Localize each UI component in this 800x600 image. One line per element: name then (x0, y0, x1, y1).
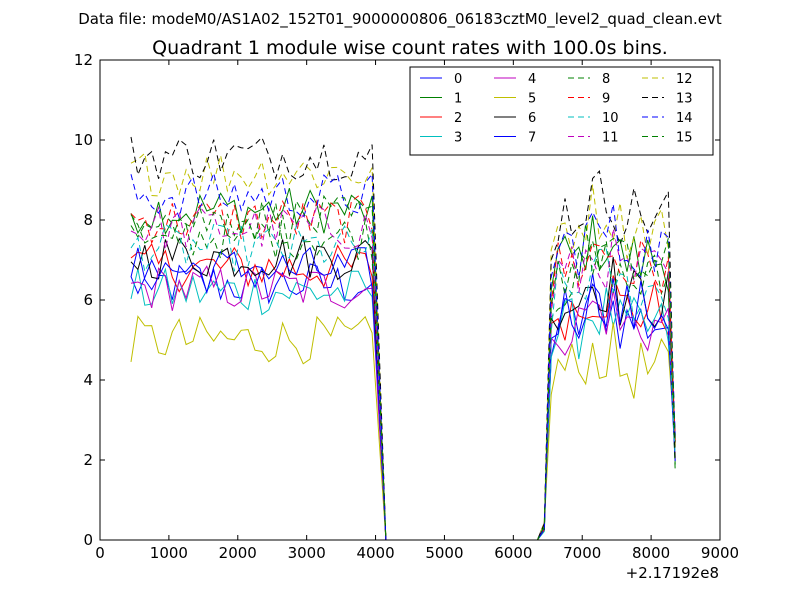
x-tick-label: 9000 (701, 544, 739, 562)
legend-label-9: 9 (602, 92, 610, 107)
y-tick-label: 2 (83, 451, 93, 469)
legend-label-13: 13 (676, 92, 693, 107)
legend-label-4: 4 (528, 72, 536, 87)
series-line-15 (130, 194, 676, 541)
series-line-13 (130, 136, 676, 541)
y-tick-label: 6 (83, 291, 93, 309)
series-line-3 (130, 267, 676, 541)
legend-label-8: 8 (602, 72, 610, 87)
x-tick-label: 2000 (219, 544, 257, 562)
x-tick-label: 1000 (150, 544, 188, 562)
y-tick-label: 12 (74, 51, 93, 69)
chart-title: Quadrant 1 module wise count rates with … (152, 37, 668, 59)
x-tick-label: 0 (95, 544, 105, 562)
x-tick-label: 3000 (288, 544, 326, 562)
x-tick-label: 5000 (425, 544, 463, 562)
legend-label-14: 14 (676, 111, 693, 126)
series-line-2 (130, 243, 676, 541)
legend-label-5: 5 (528, 92, 536, 107)
legend-label-12: 12 (676, 72, 693, 87)
series-line-9 (130, 195, 676, 541)
legend-label-2: 2 (454, 111, 462, 126)
ticks-layer: 0 1000 2000 3000 4000 5000 6000 7000 8000 9000 0 2 4… (74, 51, 739, 562)
series-line-8 (130, 213, 676, 541)
y-tick-label: 0 (83, 531, 93, 549)
series-layer (130, 136, 676, 541)
x-tick-label: 7000 (563, 544, 601, 562)
legend-label-15: 15 (676, 131, 693, 146)
legend-label-6: 6 (528, 111, 536, 126)
x-offset-label: +2.17192e8 (626, 564, 719, 582)
legend-label-3: 3 (454, 131, 462, 146)
legend-label-10: 10 (602, 111, 619, 126)
y-tick-label: 8 (83, 211, 93, 229)
x-tick-label: 6000 (494, 544, 532, 562)
chart-suptitle: Data file: modeM0/AS1A02_152T01_90000008… (78, 10, 722, 29)
legend-box (409, 66, 714, 156)
series-line-1 (130, 188, 676, 541)
legend-label-0: 0 (454, 72, 462, 87)
legend-label-1: 1 (454, 92, 462, 107)
series-line-5 (130, 315, 676, 541)
legend-label-7: 7 (528, 131, 536, 146)
y-tick-label: 10 (74, 131, 93, 149)
legend-label-11: 11 (602, 131, 619, 146)
x-tick-label: 8000 (632, 544, 670, 562)
y-tick-label: 4 (83, 371, 93, 389)
x-tick-label: 4000 (356, 544, 394, 562)
series-line-4 (130, 265, 676, 541)
